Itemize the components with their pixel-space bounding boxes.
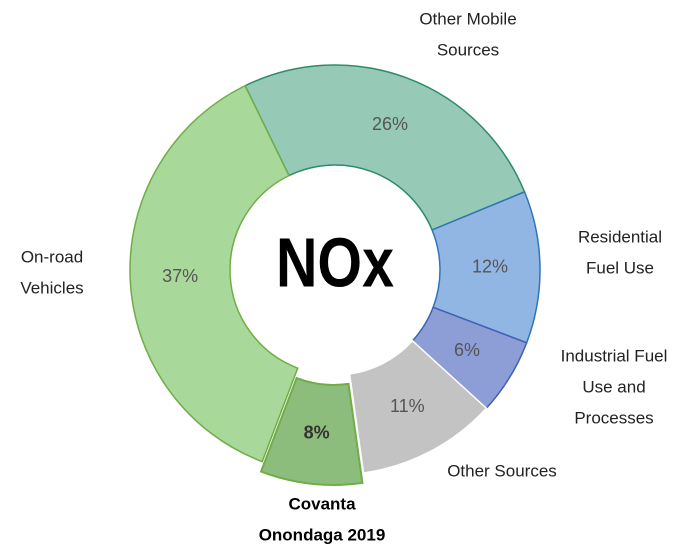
- category-label: Fuel Use: [586, 258, 654, 277]
- category-label: Vehicles: [20, 278, 83, 297]
- center-label: NOx: [276, 223, 394, 302]
- donut-segment: [244, 64, 526, 231]
- value-label: 26%: [372, 114, 408, 134]
- category-label: Other Sources: [447, 461, 557, 480]
- value-label: 6%: [454, 340, 480, 360]
- value-label: 12%: [472, 257, 508, 277]
- value-label: 8%: [304, 423, 330, 443]
- category-label: Onondaga 2019: [259, 525, 386, 544]
- value-label: 11%: [390, 396, 425, 416]
- category-label: Use and: [582, 377, 645, 396]
- category-label: Sources: [437, 40, 499, 59]
- value-label: 37%: [162, 266, 198, 286]
- donut-segment: [348, 339, 488, 474]
- category-label: Other Mobile: [419, 9, 516, 28]
- donut-segment: [129, 84, 299, 463]
- category-label: Covanta: [288, 494, 356, 513]
- category-label: Industrial Fuel: [561, 346, 668, 365]
- category-label: Residential: [578, 227, 662, 246]
- category-label: On-road: [21, 247, 83, 266]
- donut-segment: [259, 376, 364, 486]
- category-label: Processes: [574, 408, 653, 427]
